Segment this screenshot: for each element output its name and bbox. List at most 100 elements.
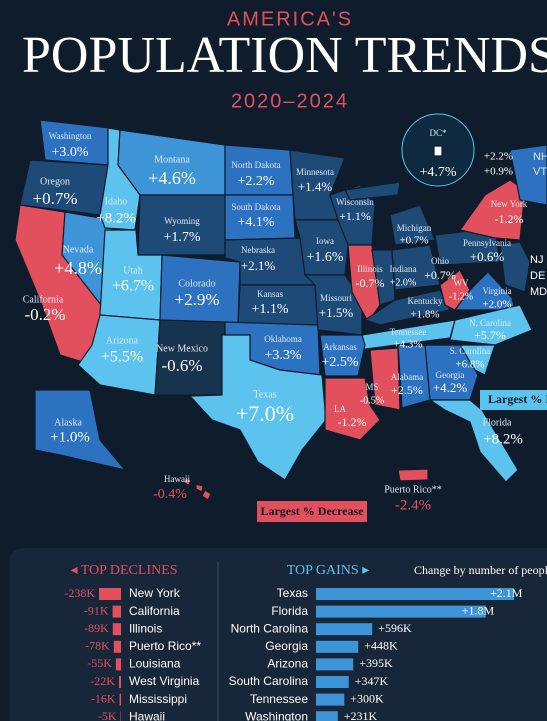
state-shape <box>319 334 366 377</box>
state-change: +4.3% <box>393 339 422 351</box>
declines-title: ◂ TOP DECLINES <box>70 563 177 578</box>
state-change: +1.8% <box>410 309 439 321</box>
decline-name: California <box>129 604 180 618</box>
state-change: +8.2% <box>96 210 136 226</box>
state-name: WV <box>454 278 469 288</box>
state-name: Nevada <box>63 244 94 255</box>
state-name: Texas <box>253 389 276 400</box>
state-name: Utah <box>123 265 142 276</box>
state-name: Oklahoma <box>264 334 302 344</box>
state-name: Ohio <box>431 256 450 266</box>
state-shape <box>324 377 381 441</box>
state-change: -1.2% <box>495 212 524 226</box>
gain-label: +347K <box>355 674 389 688</box>
state-name: Puerto Rico** <box>384 484 442 495</box>
gain-label: +448K <box>364 639 398 653</box>
state-change: +1.5% <box>319 305 354 320</box>
state-shape <box>344 181 401 201</box>
state-change: -0.7% <box>356 276 385 290</box>
gain-bar <box>316 693 345 706</box>
gain-name: Tennessee <box>250 692 308 706</box>
state-name: Arizona <box>106 335 139 346</box>
state-name: MS <box>365 382 378 392</box>
state-change: +4.1% <box>237 215 274 230</box>
state-shape <box>433 145 443 157</box>
state-change: +2.0% <box>482 299 511 311</box>
decline-name: Illinois <box>129 621 162 635</box>
gain-name: Florida <box>271 604 308 618</box>
state-change: +4.7% <box>419 165 456 180</box>
decline-bar <box>115 658 121 671</box>
state-change: +3.3% <box>264 348 301 363</box>
state-name: California <box>23 294 64 305</box>
gain-label: +395K <box>359 656 393 670</box>
state-name: North Dakota <box>231 160 280 170</box>
gain-label: +300K <box>350 691 384 705</box>
state-change: +2.5% <box>391 383 423 397</box>
decline-label: -5K <box>98 709 117 721</box>
state-shape <box>389 204 436 246</box>
gain-bar <box>316 711 338 721</box>
decline-label: -91K <box>84 603 109 617</box>
state-change: -2.4% <box>395 497 431 513</box>
state-change: +7.0% <box>236 401 294 426</box>
state-name: New Mexico <box>156 343 208 354</box>
decline-name: Louisiana <box>129 657 181 671</box>
state-name: Georgia <box>436 370 465 380</box>
gain-name: North Carolina <box>231 621 309 635</box>
increase-callout-box <box>480 390 547 410</box>
state-name: N. Carolina <box>469 318 511 328</box>
state-change: +6.7% <box>112 278 154 295</box>
gain-name: South Carolina <box>229 674 309 688</box>
state-change: +0.7% <box>33 189 78 208</box>
decline-name: Hawaii <box>129 709 165 721</box>
state-change: +1.0% <box>50 429 90 445</box>
state-abbreviation: NJ <box>530 254 543 266</box>
decline-label: -78K <box>85 639 110 653</box>
state-name: Arkansas <box>323 342 357 352</box>
gain-bar <box>316 640 359 653</box>
state-name: Missouri <box>320 293 353 303</box>
state-shape <box>189 334 327 481</box>
decline-bar <box>99 588 121 600</box>
decline-label: -16K <box>91 691 116 705</box>
decline-label: -238K <box>64 586 95 600</box>
state-change: +6.8% <box>455 359 484 371</box>
state-abbreviation: MD <box>530 286 547 298</box>
state-name: Colorado <box>178 278 215 289</box>
state-change: +0.7% <box>424 268 456 282</box>
decline-bar <box>112 623 121 636</box>
state-change: +0.7% <box>399 235 428 247</box>
state-shape <box>34 389 126 471</box>
state-name: Washington <box>49 131 92 141</box>
title: POPULATION TRENDS <box>22 27 547 84</box>
state-change: -0.6% <box>161 356 202 375</box>
gain-label: +596K <box>378 621 412 635</box>
state-change: +4.2% <box>433 380 468 395</box>
state-change: -0.5% <box>360 395 384 406</box>
state-change: +1.4% <box>298 179 333 194</box>
decline-bar <box>113 640 121 653</box>
state-change: -0.4% <box>153 487 187 502</box>
state-name: VT <box>533 166 547 178</box>
decrease-callout: Largest % Decrease <box>260 504 364 518</box>
years: 2020–2024 <box>231 90 349 112</box>
gain-bar <box>316 605 486 618</box>
state-name: Kansas <box>257 289 283 299</box>
gain-label: +2.1M <box>490 586 523 600</box>
map <box>14 113 547 501</box>
state-change: +0.9% <box>484 166 513 178</box>
decline-bar <box>118 676 121 688</box>
state-shape <box>449 304 533 346</box>
state-name: Minnesota <box>296 167 334 177</box>
gains-title: TOP GAINS ▸ <box>287 563 369 578</box>
state-shape <box>429 399 519 483</box>
kicker: AMERICA'S <box>227 8 353 30</box>
state-name: Hawaii <box>164 474 190 484</box>
state-name: Tennessee <box>390 327 427 337</box>
state-change: -0.2% <box>24 305 65 324</box>
state-name: Alaska <box>54 417 82 428</box>
state-change: +2.5% <box>321 355 358 370</box>
decline-bar <box>112 605 121 618</box>
